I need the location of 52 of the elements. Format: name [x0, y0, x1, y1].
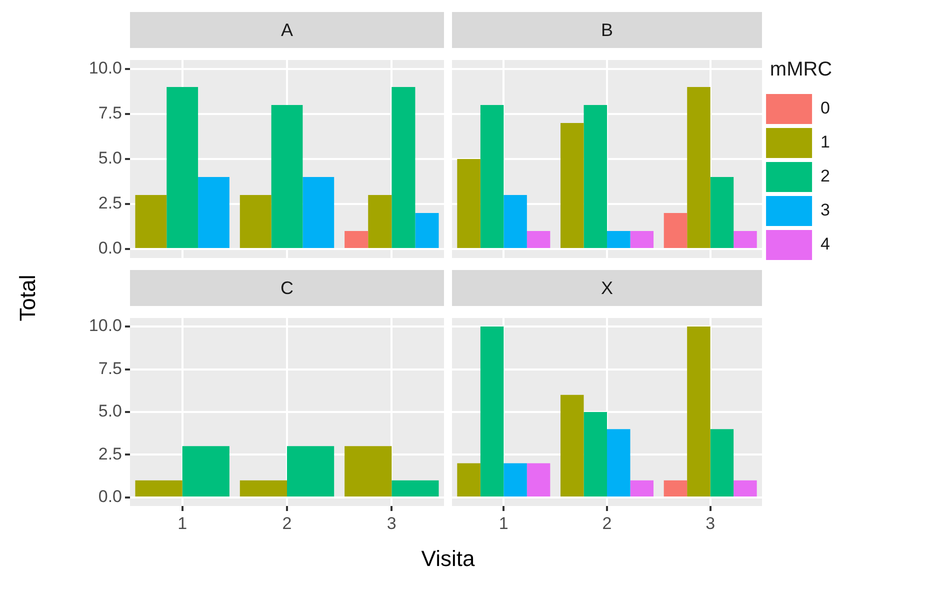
- x-tick-label: 3: [386, 514, 396, 533]
- bar: [504, 195, 527, 248]
- chart-title: B: [452, 12, 762, 48]
- bar: [664, 213, 688, 248]
- bar: [480, 105, 504, 248]
- x-tick-label: 2: [602, 514, 612, 533]
- bar: [504, 463, 527, 496]
- bar: [302, 177, 334, 248]
- chart-title: A: [130, 12, 444, 48]
- bar: [135, 195, 167, 248]
- chart-title: C: [130, 270, 444, 306]
- bar: [630, 231, 654, 248]
- y-tick-label: 7.5: [98, 104, 122, 123]
- bar: [584, 105, 608, 248]
- bar: [607, 231, 630, 248]
- y-tick-label: 10.0: [88, 58, 122, 78]
- bar: [457, 159, 480, 248]
- x-tick-label: 3: [706, 514, 716, 533]
- legend-title: mMRC: [770, 58, 832, 81]
- bar: [560, 123, 584, 248]
- x-tick-label: 2: [282, 514, 292, 533]
- bar: [607, 429, 630, 496]
- bar: [480, 326, 504, 496]
- chart-title: X: [452, 270, 762, 306]
- bar: [584, 412, 607, 496]
- y-tick-label: 10.0: [88, 316, 122, 336]
- bar: [734, 231, 757, 248]
- y-tick-label: 5.0: [98, 402, 122, 421]
- x-tick-label: 1: [498, 514, 508, 533]
- x-tick-label: 1: [178, 514, 188, 533]
- bar: [560, 394, 584, 496]
- legend-label: 3: [820, 200, 830, 220]
- y-tick-label: 0.0: [98, 487, 122, 506]
- legend-label: 2: [820, 166, 830, 186]
- legend-label: 0: [820, 98, 830, 118]
- y-tick-label: 7.5: [98, 358, 122, 378]
- bar: [630, 480, 654, 496]
- y-tick-label: 2.5: [98, 444, 122, 464]
- y-tick-label: 5.0: [98, 148, 122, 168]
- y-tick-label: 2.5: [98, 194, 122, 213]
- legend-label: 4: [820, 234, 830, 254]
- y-tick-label: 0.0: [98, 238, 122, 258]
- legend-label: 1: [820, 132, 830, 152]
- bar: [344, 231, 368, 248]
- y-axis-title: Total: [15, 274, 41, 322]
- bar: [166, 87, 198, 248]
- bar: [664, 480, 688, 496]
- bar: [526, 231, 550, 248]
- bar: [734, 480, 757, 496]
- bar: [457, 463, 480, 496]
- bar: [526, 463, 550, 496]
- x-axis-title: Visita: [420, 546, 476, 572]
